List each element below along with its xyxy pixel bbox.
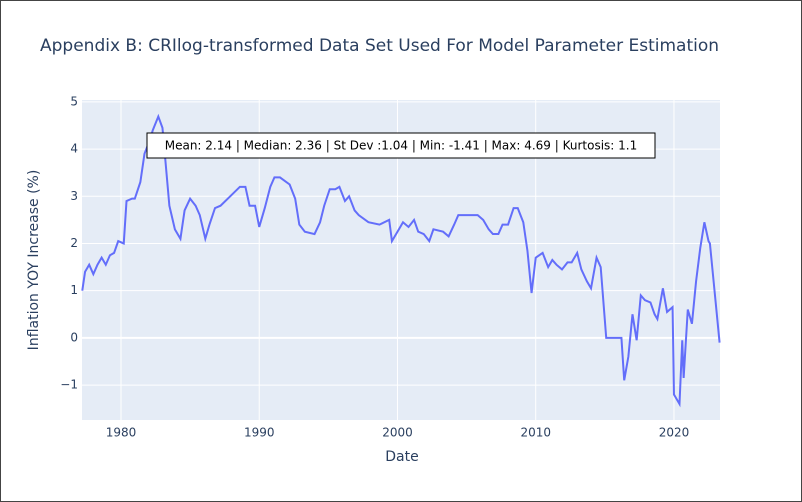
x-tick-label: 2020: [659, 426, 690, 440]
y-tick-label: 5: [70, 94, 78, 108]
x-axis-title: Date: [385, 449, 418, 465]
y-axis-title: Inflation YOY Increase (%): [26, 170, 42, 351]
x-tick-label: 1990: [244, 426, 275, 440]
annotation-box: [146, 132, 656, 159]
y-tick-label: 2: [70, 236, 78, 250]
y-tick-label: 1: [70, 283, 78, 297]
x-tick-label: 2000: [382, 426, 413, 440]
y-tick-label: 4: [70, 142, 78, 156]
line-series: [81, 113, 721, 408]
x-tick-label: 1980: [106, 426, 137, 440]
annotation: Mean: 2.14 | Median: 2.36 | St Dev :1.04…: [165, 139, 638, 153]
x-tick-label: 2010: [520, 426, 551, 440]
chart-title: Appendix B: CRIlog-transformed Data Set …: [40, 36, 719, 56]
y-tick-label: 3: [70, 189, 78, 203]
y-tick-label: −1: [60, 378, 78, 392]
y-tick-label: 0: [70, 330, 78, 344]
